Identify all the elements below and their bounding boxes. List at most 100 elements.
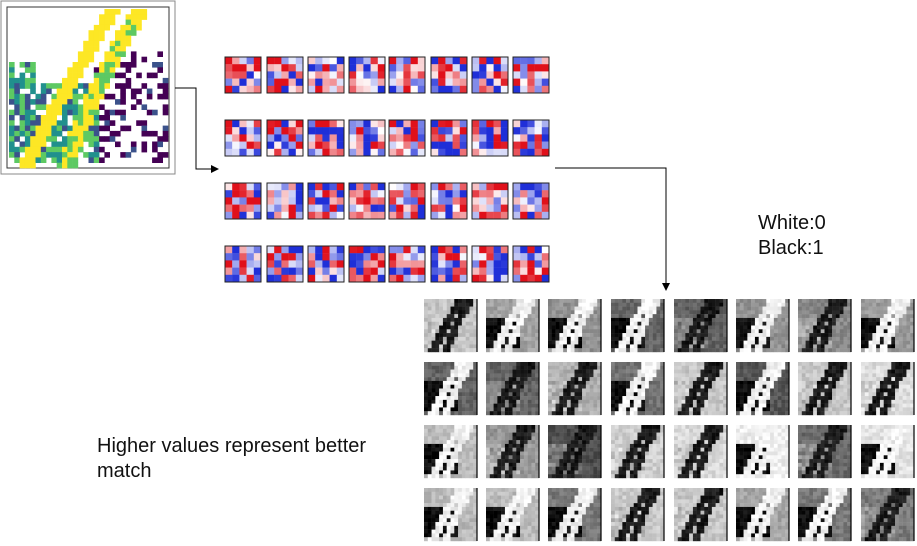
input-pixel: [77, 109, 84, 116]
input-pixel: [62, 109, 68, 116]
input-pixel: [88, 130, 95, 137]
input-pixel: [35, 146, 42, 153]
input-pixel: [56, 99, 63, 105]
input-pixel: [14, 88, 20, 95]
input-pixel: [120, 72, 126, 79]
input-pixel: [35, 104, 42, 110]
input-pixel: [30, 157, 36, 163]
feature-map: [798, 299, 852, 353]
input-pixel: [14, 104, 20, 110]
input-pixel: [72, 93, 79, 100]
filter-kernel: [512, 56, 550, 94]
input-pixel: [62, 162, 68, 169]
input-pixel: [115, 109, 121, 116]
input-pixel: [99, 19, 105, 26]
input-pixel: [51, 99, 57, 105]
input-pixel: [67, 125, 73, 132]
input-pixel: [152, 141, 158, 148]
input-pixel: [130, 19, 137, 26]
input-pixel: [83, 136, 89, 142]
input-pixel: [83, 51, 89, 57]
input-pixel: [136, 88, 142, 95]
feature-map: [611, 488, 665, 542]
input-pixel: [72, 157, 79, 163]
input-pixel: [67, 109, 73, 116]
input-pixel: [30, 109, 36, 116]
legend-white: White:0: [758, 212, 826, 234]
input-pixel: [77, 120, 84, 126]
input-pixel: [83, 62, 89, 68]
input-pixel: [24, 104, 31, 110]
input-pixel: [46, 152, 52, 158]
feature-map: [798, 425, 852, 479]
input-pixel: [115, 46, 121, 52]
input-pixel: [136, 19, 142, 26]
input-pixel: [77, 56, 84, 63]
input-pixel: [104, 56, 110, 63]
input-pixel: [152, 62, 158, 68]
input-pixel: [93, 104, 100, 110]
input-pixel: [152, 72, 158, 79]
input-pixel: [30, 77, 36, 84]
input-pixel: [83, 46, 89, 52]
feature-map: [861, 362, 915, 416]
filter-kernel: [388, 245, 426, 283]
feature-map: [736, 488, 790, 542]
input-pixel: [125, 24, 132, 31]
input-pixel: [83, 109, 89, 116]
feature-map: [674, 488, 728, 542]
input-pixel: [99, 24, 105, 31]
feature-map: [861, 488, 915, 542]
input-pixel: [9, 125, 15, 132]
input-pixel: [109, 14, 116, 20]
input-pixel: [120, 93, 126, 100]
filter-kernel: [224, 56, 262, 94]
input-pixel: [88, 104, 95, 110]
input-pixel: [120, 24, 126, 31]
input-pixel: [152, 157, 158, 163]
input-pixel: [115, 51, 121, 57]
filter-kernel: [224, 119, 262, 157]
input-pixel: [24, 109, 31, 116]
input-pixel: [109, 136, 116, 142]
input-pixel: [40, 93, 47, 100]
input-pixel: [14, 125, 20, 132]
input-pixel: [104, 51, 110, 57]
input-pixel: [136, 14, 142, 20]
input-pixel: [67, 77, 73, 84]
input-pixel: [115, 30, 121, 36]
input-pixel: [51, 104, 57, 110]
input-pixel: [109, 56, 116, 63]
input-pixel: [9, 141, 15, 148]
input-pixel: [93, 146, 100, 153]
input-pixel: [14, 136, 20, 142]
input-pixel: [56, 83, 63, 89]
input-pixel: [30, 162, 36, 169]
input-pixel: [130, 88, 137, 95]
input-pixel: [93, 67, 100, 73]
input-pixel: [109, 67, 116, 73]
input-pixel: [24, 62, 31, 68]
input-pixel: [104, 93, 110, 100]
input-pixel: [136, 9, 142, 15]
input-pixel: [35, 141, 42, 148]
input-pixel: [67, 136, 73, 142]
input-pixel: [62, 141, 68, 148]
input-pixel: [9, 130, 15, 137]
input-pixel: [19, 162, 26, 169]
input-pixel: [67, 157, 73, 163]
feature-map: [674, 299, 728, 353]
input-pixel: [115, 56, 121, 63]
input-pixel: [109, 62, 116, 68]
input-pixel: [141, 130, 148, 137]
input-pixel: [120, 99, 126, 105]
input-pixel: [109, 120, 116, 126]
input-pixel: [88, 120, 95, 126]
input-pixel: [30, 72, 36, 79]
input-pixel: [56, 130, 63, 137]
feature-map: [798, 488, 852, 542]
filter-kernel: [388, 56, 426, 94]
input-pixel: [99, 72, 105, 79]
input-pixel: [46, 120, 52, 126]
input-pixel: [88, 157, 95, 163]
